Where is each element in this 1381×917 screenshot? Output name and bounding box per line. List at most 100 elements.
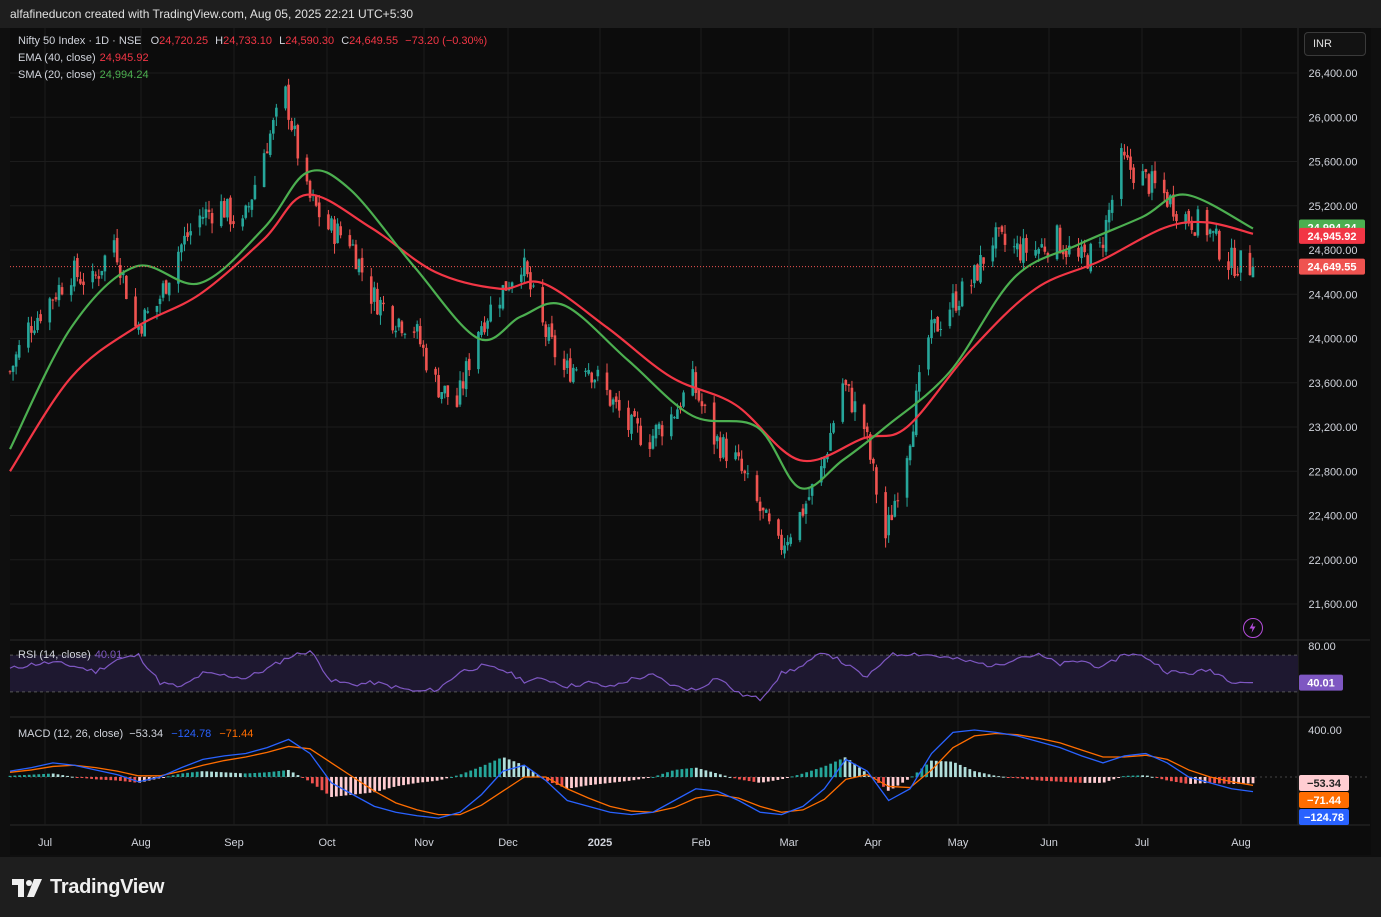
- candle-body: [1040, 244, 1044, 248]
- macd-histogram-bar: [1035, 777, 1039, 781]
- macd-histogram-bar: [27, 774, 31, 777]
- candle-body: [1169, 195, 1172, 205]
- candle-body: [391, 306, 394, 331]
- macd-histogram-bar: [627, 777, 631, 781]
- macd-histogram-bar: [502, 757, 506, 777]
- candle-body: [933, 318, 936, 324]
- macd-histogram-bar: [954, 762, 957, 777]
- candle-body: [939, 329, 943, 331]
- macd-histogram-bar: [1174, 777, 1178, 782]
- high-label: H: [215, 35, 224, 47]
- macd-histogram-bar: [632, 777, 636, 781]
- candle-body: [314, 195, 318, 206]
- macd-histogram-bar: [411, 777, 415, 784]
- macd-histogram-bar: [315, 777, 319, 787]
- ema-40-line: [9, 193, 1254, 472]
- candle-body: [69, 285, 73, 296]
- macd-histogram-bar: [925, 764, 929, 777]
- candle-body: [1126, 155, 1129, 158]
- macd-histogram-bar: [282, 770, 285, 777]
- rsi-band: [10, 655, 1298, 692]
- macd-histogram-bar: [162, 777, 165, 778]
- macd-histogram-bar: [622, 777, 626, 782]
- candle-body: [351, 244, 355, 246]
- candle-body: [271, 120, 275, 134]
- macd-histogram-bar: [752, 777, 756, 782]
- rsi-value: 40.01: [94, 649, 123, 661]
- candle-body: [1141, 171, 1145, 186]
- macd-histogram-bar: [613, 777, 617, 783]
- macd-histogram-bar: [1054, 777, 1058, 782]
- candle-body: [911, 431, 915, 447]
- candle-body: [226, 198, 229, 218]
- macd-histogram-bar: [733, 777, 737, 779]
- candle-body: [884, 492, 887, 539]
- candle-body: [823, 457, 826, 469]
- y-tick-label: 24,000.00: [1309, 334, 1358, 346]
- currency-button[interactable]: INR: [1304, 32, 1366, 56]
- lightning-icon[interactable]: [1243, 618, 1263, 638]
- low-label: L: [279, 35, 286, 47]
- ema-legend: EMA (40, close) 24,945.92: [18, 52, 149, 64]
- macd-histogram-bar: [190, 772, 194, 777]
- macd-histogram-bar: [320, 777, 324, 791]
- candle-body: [801, 508, 805, 516]
- macd-histogram-bar: [94, 777, 98, 780]
- candle-body: [510, 282, 514, 289]
- candle-body: [832, 423, 835, 433]
- macd-histogram-bar: [728, 776, 732, 778]
- candle-body: [1184, 214, 1187, 224]
- candle-body: [994, 227, 998, 249]
- macd-histogram-bar: [1170, 777, 1173, 782]
- candle-body: [1080, 246, 1083, 259]
- candle-body: [339, 226, 342, 236]
- macd-histogram-bar: [234, 772, 237, 777]
- macd-histogram-bar: [690, 768, 693, 777]
- macd-histogram-bar: [819, 767, 823, 777]
- candle-body: [1015, 243, 1019, 250]
- candle-body: [1055, 225, 1059, 260]
- macd-histogram-bar: [661, 773, 665, 777]
- macd-histogram-bar: [1165, 777, 1169, 781]
- macd-histogram-bar: [267, 772, 271, 777]
- candle-body: [587, 369, 590, 374]
- macd-histogram-bar: [181, 773, 185, 777]
- macd-histogram-bar: [1213, 777, 1217, 784]
- candle-body: [614, 396, 618, 402]
- candle-body: [954, 291, 958, 311]
- macd-histogram-bar: [445, 777, 449, 779]
- candle-body: [244, 205, 248, 218]
- candle-body: [1120, 148, 1123, 199]
- candle-body: [703, 404, 707, 406]
- macd-histogram-bar: [301, 777, 305, 778]
- macd-marker-box: [1299, 809, 1349, 825]
- candle-body: [443, 385, 447, 394]
- macd-histogram-bar: [915, 772, 919, 777]
- macd-histogram-bar: [949, 761, 953, 777]
- candle-body: [820, 466, 823, 483]
- macd-histogram-bar: [416, 777, 420, 783]
- macd-histogram-bar: [646, 777, 650, 778]
- sma-20-line: [9, 169, 1254, 490]
- price-marker-label: 24,945.92: [1308, 231, 1357, 243]
- candle-body: [198, 215, 202, 228]
- macd-histogram-bar: [349, 777, 353, 795]
- candle-body: [186, 232, 189, 237]
- macd-histogram-bar: [440, 777, 444, 780]
- macd-histogram-bar: [1040, 777, 1044, 781]
- macd-histogram-bar: [114, 777, 117, 781]
- candle-body: [167, 282, 171, 296]
- macd-histogram-bar: [358, 777, 362, 794]
- macd-histogram-bar: [858, 767, 861, 777]
- candle-body: [1211, 231, 1215, 233]
- y-tick-label: 22,800.00: [1309, 466, 1358, 478]
- macd-histogram-bar: [757, 777, 761, 783]
- candle-body: [519, 274, 523, 282]
- tradingview-logo[interactable]: TradingView: [12, 876, 164, 899]
- tradingview-logo-icon: [12, 878, 42, 897]
- macd-histogram-bar: [1251, 777, 1255, 784]
- candle-body: [553, 335, 557, 358]
- candle-body: [670, 414, 673, 437]
- macd-label: MACD (12, 26, close): [18, 728, 124, 740]
